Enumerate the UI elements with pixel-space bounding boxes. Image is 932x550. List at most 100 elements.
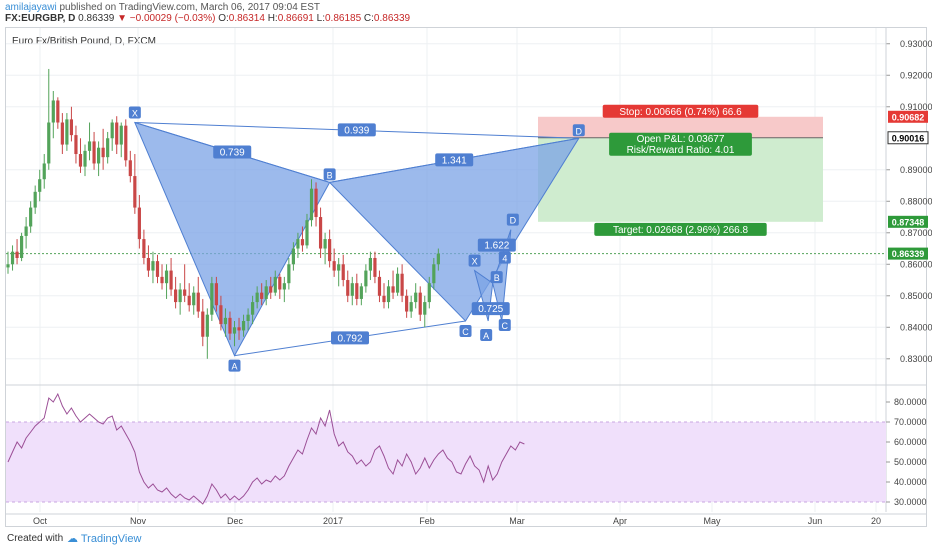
candle-body xyxy=(251,302,255,315)
candle-body xyxy=(341,264,345,281)
candle-body xyxy=(346,280,350,296)
candle-body xyxy=(60,122,64,145)
candle-body xyxy=(296,239,300,249)
candle-body xyxy=(137,207,141,240)
ratio-label-box xyxy=(337,123,376,137)
open-label: O: xyxy=(218,13,229,24)
ratio-label: 0.792 xyxy=(337,333,362,344)
ratio-label-box xyxy=(331,331,370,345)
x-tick-label: Nov xyxy=(130,516,147,526)
candle-body xyxy=(128,160,132,177)
chart-frame xyxy=(5,27,927,527)
candle-body xyxy=(241,320,246,331)
candle-body xyxy=(328,239,332,262)
candle-body xyxy=(278,276,282,290)
point-label-d-box xyxy=(572,124,585,137)
candle-body xyxy=(74,135,78,155)
stop-label-box xyxy=(602,104,759,118)
inner-ratio-label: 1.622 xyxy=(484,241,509,252)
price-tag-stop: 0.90682 xyxy=(892,112,925,122)
candle-body xyxy=(291,248,295,265)
candle-body xyxy=(169,270,173,290)
candle-body xyxy=(110,122,114,139)
price-tag-entry: 0.90016 xyxy=(892,133,925,143)
candle-body xyxy=(309,188,314,221)
point-label-c-box xyxy=(459,324,472,337)
candle-body xyxy=(300,239,305,246)
point-label-c: C xyxy=(462,327,469,337)
footer: Created with ☁ TradingView xyxy=(0,528,932,550)
candle-body xyxy=(146,257,151,271)
candle-body xyxy=(255,292,259,303)
inner-point-c: C xyxy=(502,321,509,331)
candle-body xyxy=(418,292,422,315)
x-tick-label: May xyxy=(703,516,721,526)
candle-body xyxy=(273,276,277,293)
publish-info: amilajayawi published on TradingView.com… xyxy=(5,2,320,13)
candle-body xyxy=(87,141,92,151)
candle-body xyxy=(51,100,55,123)
candle-body xyxy=(332,261,336,271)
candle-body xyxy=(368,257,372,271)
x-tick-label: Mar xyxy=(509,516,525,526)
rsi-tick-label: 40.0000 xyxy=(894,477,927,487)
tradingview-brand: TradingView xyxy=(80,533,142,545)
y-tick-label: 0.91000 xyxy=(900,102,932,112)
candle-body xyxy=(282,283,286,290)
rsi-tick-label: 50.0000 xyxy=(894,457,927,467)
candle-body xyxy=(432,264,436,284)
inner-point-x-box xyxy=(468,254,481,267)
candle-body xyxy=(119,125,123,145)
rsi-tick-label: 70.0000 xyxy=(894,417,927,427)
candle-body xyxy=(436,253,440,265)
inner-point-4-box xyxy=(498,251,511,264)
pnl-box xyxy=(609,132,752,156)
point-label-x-box xyxy=(128,106,141,119)
x-tick-label: 2017 xyxy=(323,516,343,526)
candle-body xyxy=(65,119,69,145)
inner-point-b-box xyxy=(490,271,503,284)
candle-body xyxy=(183,289,187,296)
candle-body xyxy=(47,122,51,164)
close-label: C: xyxy=(363,13,374,24)
candle-body xyxy=(305,220,309,246)
open-value: 0.86314 xyxy=(228,13,265,24)
target-label: Target: 0.02668 (2.96%) 266.8 xyxy=(613,225,749,236)
candle-body xyxy=(237,327,241,331)
price-tag-target: 0.87348 xyxy=(892,217,925,227)
candle-body xyxy=(6,264,10,268)
candle-body xyxy=(151,261,155,271)
tradingview-logo[interactable]: ☁ TradingView xyxy=(67,532,141,545)
y-tick-label: 0.89000 xyxy=(900,165,932,175)
ratio-label: 0.739 xyxy=(220,147,245,158)
cloud-icon: ☁ xyxy=(67,533,78,545)
candle-body xyxy=(174,289,178,303)
candle-body xyxy=(164,270,169,284)
ratio-label-box xyxy=(213,145,252,159)
price-tag-box xyxy=(887,131,929,145)
candle-body xyxy=(364,270,368,287)
candle-body xyxy=(196,292,200,312)
inner-ratio-label: 0.725 xyxy=(478,304,503,315)
inner-point-b: B xyxy=(494,273,500,283)
inner-point-a: A xyxy=(483,331,489,341)
candle-body xyxy=(78,154,83,167)
candle-body xyxy=(33,191,37,208)
y-tick-label: 0.87000 xyxy=(900,228,932,238)
candle-body xyxy=(246,314,250,321)
candle-body xyxy=(192,292,196,306)
x-tick-label: Feb xyxy=(419,516,435,526)
chart-header: amilajayawi published on TradingView.com… xyxy=(0,0,932,26)
candle-body xyxy=(187,295,191,306)
candle-body xyxy=(56,100,60,123)
low-value: 0.86185 xyxy=(324,13,362,24)
x-tick-label: Oct xyxy=(33,516,48,526)
down-arrow-icon: ▼ xyxy=(117,13,128,24)
candle-body xyxy=(423,302,427,315)
candle-body xyxy=(373,257,377,277)
x-tick-label: Dec xyxy=(227,516,244,526)
author-link[interactable]: amilajayawi xyxy=(5,2,57,13)
candle-body xyxy=(269,286,273,293)
high-label: H: xyxy=(267,13,278,24)
